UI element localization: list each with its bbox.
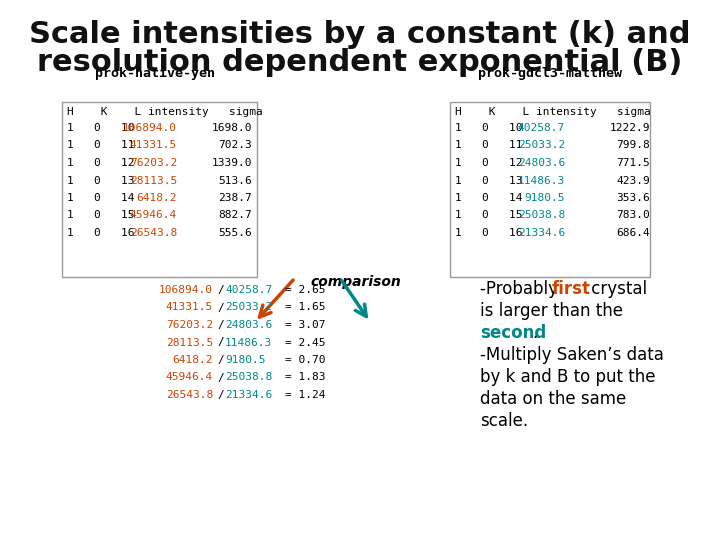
Text: data on the same: data on the same — [480, 390, 626, 408]
Text: 353.6: 353.6 — [616, 193, 650, 203]
Bar — [450, 102, 650, 277]
Text: .: . — [532, 324, 537, 342]
Text: resolution dependent exponential (B): resolution dependent exponential (B) — [37, 48, 683, 77]
Text: /: / — [217, 390, 224, 400]
Text: 1   0   16: 1 0 16 — [67, 228, 135, 238]
Text: /: / — [217, 320, 224, 330]
Text: 1   0   13: 1 0 13 — [67, 176, 135, 186]
Text: 21334.6: 21334.6 — [518, 228, 565, 238]
Text: 1   0   12: 1 0 12 — [67, 158, 135, 168]
Text: 45946.4: 45946.4 — [130, 211, 177, 220]
Text: is larger than the: is larger than the — [480, 302, 623, 320]
Text: 76203.2: 76203.2 — [166, 320, 213, 330]
Text: 1   0   14: 1 0 14 — [455, 193, 523, 203]
Text: 41331.5: 41331.5 — [166, 302, 213, 313]
Text: 11486.3: 11486.3 — [518, 176, 565, 186]
Text: 41331.5: 41331.5 — [130, 140, 177, 151]
Text: /: / — [217, 355, 224, 365]
Text: 783.0: 783.0 — [616, 211, 650, 220]
Text: /: / — [217, 373, 224, 382]
Text: = 1.65: = 1.65 — [285, 302, 325, 313]
Text: 1   0   14: 1 0 14 — [67, 193, 135, 203]
Text: = 1.83: = 1.83 — [285, 373, 325, 382]
Text: H    K    L intensity   sigma: H K L intensity sigma — [455, 107, 651, 117]
Text: 1   0   10: 1 0 10 — [67, 123, 135, 133]
Text: 9180.5: 9180.5 — [524, 193, 565, 203]
Text: 25038.8: 25038.8 — [225, 373, 272, 382]
Text: 1   0   16: 1 0 16 — [455, 228, 523, 238]
Text: 24803.6: 24803.6 — [225, 320, 272, 330]
Text: 26543.8: 26543.8 — [130, 228, 177, 238]
Text: = 2.45: = 2.45 — [285, 338, 325, 348]
Text: 76203.2: 76203.2 — [130, 158, 177, 168]
Text: /: / — [217, 302, 224, 313]
Text: 238.7: 238.7 — [218, 193, 252, 203]
Text: 1   0   10: 1 0 10 — [455, 123, 523, 133]
Text: /: / — [217, 338, 224, 348]
Text: Scale intensities by a constant (k) and: Scale intensities by a constant (k) and — [30, 20, 690, 49]
Text: 882.7: 882.7 — [218, 211, 252, 220]
Text: by k and B to put the: by k and B to put the — [480, 368, 655, 386]
Text: 26543.8: 26543.8 — [166, 390, 213, 400]
Text: = 0.70: = 0.70 — [285, 355, 325, 365]
Text: = 1.24: = 1.24 — [285, 390, 325, 400]
Text: 25033.2: 25033.2 — [518, 140, 565, 151]
Text: 1   0   12: 1 0 12 — [455, 158, 523, 168]
Text: prok-gdcl3-matthew: prok-gdcl3-matthew — [478, 67, 622, 80]
Text: 513.6: 513.6 — [218, 176, 252, 186]
Text: 28113.5: 28113.5 — [166, 338, 213, 348]
Text: 9180.5: 9180.5 — [225, 355, 266, 365]
Text: 1698.0: 1698.0 — [212, 123, 252, 133]
Text: 1   0   15: 1 0 15 — [67, 211, 135, 220]
Text: crystal: crystal — [586, 280, 647, 298]
Text: 24803.6: 24803.6 — [518, 158, 565, 168]
Text: 106894.0: 106894.0 — [123, 123, 177, 133]
Bar — [62, 102, 257, 277]
Text: first: first — [552, 280, 591, 298]
Text: 1   0   13: 1 0 13 — [455, 176, 523, 186]
Text: second: second — [480, 324, 546, 342]
Text: 799.8: 799.8 — [616, 140, 650, 151]
Text: 1   0   15: 1 0 15 — [455, 211, 523, 220]
Text: 21334.6: 21334.6 — [225, 390, 272, 400]
Text: 40258.7: 40258.7 — [518, 123, 565, 133]
Text: 1339.0: 1339.0 — [212, 158, 252, 168]
Text: 11486.3: 11486.3 — [225, 338, 272, 348]
Text: 25038.8: 25038.8 — [518, 211, 565, 220]
Text: 686.4: 686.4 — [616, 228, 650, 238]
Text: 6418.2: 6418.2 — [173, 355, 213, 365]
Text: scale.: scale. — [480, 412, 528, 430]
Text: 423.9: 423.9 — [616, 176, 650, 186]
Text: = 2.65: = 2.65 — [285, 285, 325, 295]
Text: prok-native-yen: prok-native-yen — [95, 67, 215, 80]
Text: 702.3: 702.3 — [218, 140, 252, 151]
Text: 1   0   11: 1 0 11 — [67, 140, 135, 151]
Text: 45946.4: 45946.4 — [166, 373, 213, 382]
Text: 28113.5: 28113.5 — [130, 176, 177, 186]
Text: -Probably: -Probably — [480, 280, 563, 298]
Text: H    K    L intensity   sigma: H K L intensity sigma — [67, 107, 263, 117]
Text: -Multiply Saken’s data: -Multiply Saken’s data — [480, 346, 664, 364]
Text: 6418.2: 6418.2 — [137, 193, 177, 203]
Text: 1222.9: 1222.9 — [610, 123, 650, 133]
Text: /: / — [217, 285, 224, 295]
Text: = 3.07: = 3.07 — [285, 320, 325, 330]
Text: 555.6: 555.6 — [218, 228, 252, 238]
Text: 1   0   11: 1 0 11 — [455, 140, 523, 151]
Text: 40258.7: 40258.7 — [225, 285, 272, 295]
Text: 106894.0: 106894.0 — [159, 285, 213, 295]
Text: comparison: comparison — [310, 275, 401, 289]
Text: 25033.2: 25033.2 — [225, 302, 272, 313]
Text: 771.5: 771.5 — [616, 158, 650, 168]
